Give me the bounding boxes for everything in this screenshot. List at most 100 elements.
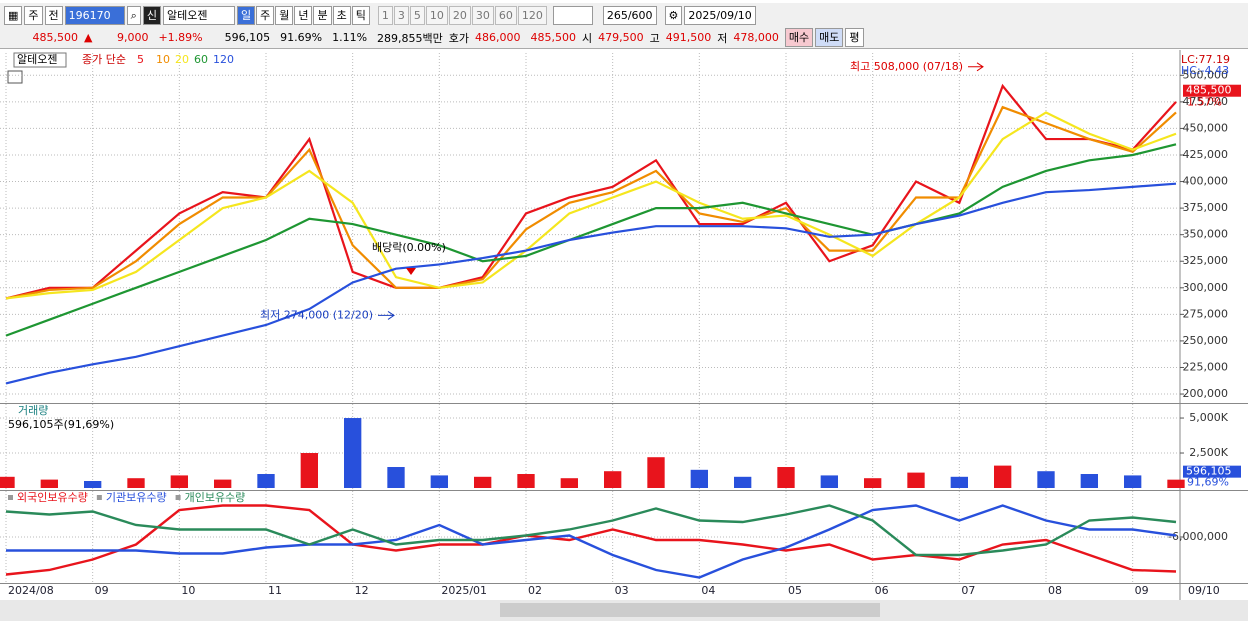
menu-icon[interactable]: ▦ xyxy=(4,5,23,25)
current-rate: 91,69% xyxy=(1187,476,1229,489)
count: 265/600 xyxy=(602,5,657,25)
interval-button[interactable]: 3 xyxy=(393,5,409,25)
y-tick-label: 425,000 xyxy=(1183,148,1229,161)
period-button[interactable]: 초 xyxy=(332,5,351,25)
volume-bar xyxy=(344,418,362,488)
volume-bar xyxy=(1080,474,1098,488)
high-label: 고 xyxy=(649,31,660,45)
chart-area: 2024/08 09 10 11 12 2025/01 02 03 04 05 06 07 08 09 09… xyxy=(0,50,1248,621)
period-button[interactable]: 일 xyxy=(236,5,256,25)
interval-button[interactable]: 30 xyxy=(471,5,494,25)
high: 491,500 xyxy=(665,31,712,44)
sell-button[interactable]: 매도 xyxy=(815,28,844,47)
volume-bar xyxy=(777,467,795,488)
volume-bar xyxy=(430,475,448,488)
code-input[interactable]: 196170 xyxy=(64,5,125,25)
y-tick-label: 375,000 xyxy=(1183,201,1229,214)
hc-label: HC:-4.43 xyxy=(1181,64,1229,77)
panel-icon[interactable] xyxy=(7,70,23,84)
panel-subtitle: 596,105주(91,69%) xyxy=(8,418,114,431)
volume-bar xyxy=(907,472,925,488)
current-box xyxy=(1183,84,1241,97)
volume: 596,105 xyxy=(224,31,271,44)
volume-bar xyxy=(864,478,882,488)
search[interactable]: ⌕ xyxy=(126,5,141,25)
volume-bar xyxy=(690,469,708,488)
amount: 289,855백만 xyxy=(377,31,443,45)
volume-bar xyxy=(387,467,405,488)
mode[interactable]: 전 xyxy=(44,5,63,25)
period-button[interactable]: 틱 xyxy=(351,5,370,25)
y-tick-label: 500,000 xyxy=(1183,68,1229,81)
buy-button[interactable]: 매수 xyxy=(784,28,814,47)
line-series xyxy=(5,182,1177,385)
open: 479,500 xyxy=(598,31,644,44)
current-label: 596,105 xyxy=(1186,465,1232,478)
x-tick-label: 06 xyxy=(875,584,889,597)
title-box xyxy=(13,52,67,68)
high-label: 최고 508,000 (07/18) xyxy=(850,60,963,73)
line-series xyxy=(5,504,1177,557)
y-tick-label: 300,000 xyxy=(1183,281,1229,294)
interval-button[interactable]: 5 xyxy=(409,5,425,25)
volume-bar xyxy=(0,476,15,488)
volume-bar xyxy=(647,457,665,488)
volume-bar xyxy=(820,475,838,488)
date-input[interactable]: 2025/09/10 xyxy=(684,5,756,25)
x-tick-label: 10 xyxy=(181,584,195,597)
avg-button[interactable]: 평 xyxy=(845,28,864,47)
period-button[interactable]: 주 xyxy=(256,5,275,25)
x-tick-label: 09 xyxy=(95,584,109,597)
x-tick-label: 04 xyxy=(701,584,715,597)
low-arrow xyxy=(378,310,395,320)
y-tick-label: 450,000 xyxy=(1183,121,1229,134)
market[interactable]: 주 xyxy=(24,5,43,25)
volume-rate: 91.69% xyxy=(280,31,323,44)
period-button[interactable]: 년 xyxy=(294,5,313,25)
intervals: 1 3 5 10 20 30 60 120 xyxy=(377,5,547,25)
y-tick-label: 5,000K xyxy=(1189,411,1228,424)
volume-bar xyxy=(1037,471,1055,488)
interval-button[interactable]: 10 xyxy=(425,5,448,25)
open-label: 시 xyxy=(582,31,593,45)
low-label: 저 xyxy=(717,31,728,45)
stock-name[interactable]: 알테오젠 xyxy=(162,5,235,25)
dropdown[interactable] xyxy=(552,5,593,25)
high-arrow xyxy=(968,62,984,72)
legend-swatch xyxy=(96,495,102,500)
y-tick-label: 400,000 xyxy=(1183,175,1229,188)
interval-button[interactable]: 60 xyxy=(494,5,517,25)
legend-entry: 10 xyxy=(156,53,170,66)
x-tick-label: 02 xyxy=(528,584,542,597)
scroll-thumb[interactable] xyxy=(500,603,880,617)
chart-title: 알테오젠 xyxy=(17,52,57,66)
y-tick-label: 275,000 xyxy=(1183,307,1229,320)
badge: 신 xyxy=(142,5,161,25)
dividend-marker xyxy=(406,268,416,275)
turnover: 1.11% xyxy=(332,31,368,44)
interval-button[interactable]: 20 xyxy=(448,5,471,25)
x-tick-label: 2025/01 xyxy=(441,584,487,597)
interval-button[interactable]: 1 xyxy=(377,5,393,25)
volume-bar xyxy=(474,476,492,488)
interval-button[interactable]: 120 xyxy=(517,5,547,25)
low: 478,000 xyxy=(733,31,779,44)
settings[interactable]: ⚙ xyxy=(664,5,683,25)
line-series xyxy=(5,83,1177,300)
period-button[interactable]: 월 xyxy=(275,5,294,25)
legend-swatch xyxy=(8,495,13,500)
volume-bar xyxy=(40,479,58,488)
volume-bar xyxy=(127,478,145,488)
period-button[interactable]: 분 xyxy=(313,5,332,25)
volume-bar xyxy=(560,478,578,488)
y-tick-label: 250,000 xyxy=(1183,334,1229,347)
panel-title: 거래량 xyxy=(18,404,48,417)
x-tick-label: 08 xyxy=(1048,584,1062,597)
x-tick-label: 12 xyxy=(355,584,369,597)
legend-entry: 5 xyxy=(137,53,144,66)
volume-bar xyxy=(1167,479,1185,488)
y-tick-label: 225,000 xyxy=(1183,360,1229,373)
low-label: 최저 274,000 (12/20) xyxy=(260,308,373,321)
